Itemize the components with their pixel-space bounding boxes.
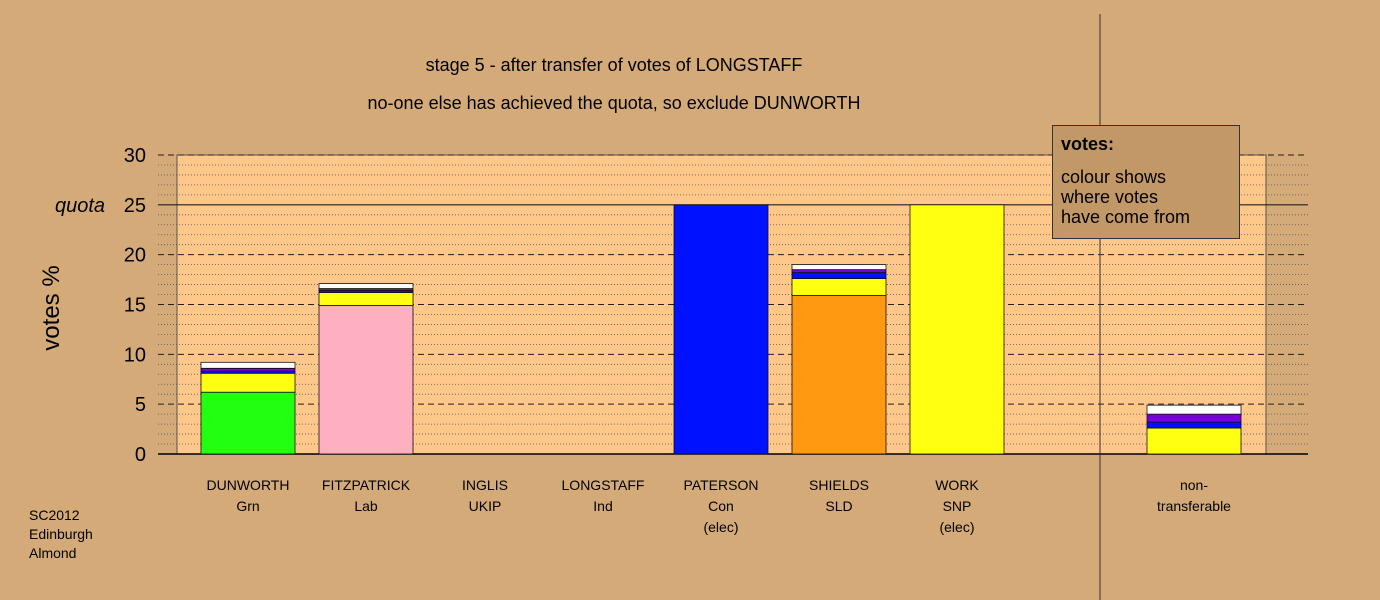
bar-segment-grn	[200, 391, 296, 455]
bar-segment-ind	[318, 283, 414, 289]
x-tick-label: non-	[1180, 477, 1208, 493]
credit-line: Almond	[29, 545, 77, 561]
x-tick-label: Ind	[593, 498, 612, 514]
y-tick-label: 25	[124, 195, 146, 217]
legend-heading: votes:	[1061, 134, 1115, 154]
bar-segment-snp	[791, 278, 887, 296]
bar-segment-con	[791, 272, 887, 279]
legend-line: where votes	[1061, 187, 1159, 207]
x-tick-label: transferable	[1157, 498, 1231, 514]
bar-segment-con	[1146, 421, 1242, 429]
chart-title: stage 5 - after transfer of votes of LON…	[425, 55, 803, 75]
x-tick-label: (elec)	[703, 519, 738, 535]
x-tick-label: (elec)	[939, 519, 974, 535]
x-tick-label: DUNWORTH	[207, 477, 290, 493]
x-tick-label: FITZPATRICK	[322, 477, 411, 493]
bar-segment-ukip	[200, 367, 296, 372]
bar-segment-sld	[791, 295, 887, 455]
bar-segment-ukip	[791, 269, 887, 274]
x-tick-label: Lab	[354, 498, 378, 514]
x-tick-label: Con	[708, 498, 734, 514]
credit-block: SC2012 Edinburgh Almond	[29, 506, 93, 563]
bar-segment-snp	[318, 292, 414, 306]
x-tick-label: LONGSTAFF	[562, 477, 645, 493]
x-tick-label: SLD	[825, 498, 852, 514]
x-tick-label: WORK	[935, 477, 979, 493]
x-tick-label: PATERSON	[684, 477, 759, 493]
y-tick-label: 30	[124, 145, 146, 167]
bar-segment-snp	[909, 204, 1005, 455]
bar-segment-ind	[791, 264, 887, 271]
credit-line: Edinburgh	[29, 526, 93, 542]
bar-segment-lab	[318, 305, 414, 455]
bar-segment-ind	[200, 361, 296, 369]
bar-segment-snp	[1146, 427, 1242, 455]
legend-line: have come from	[1061, 207, 1191, 227]
bar-segment-snp	[200, 372, 296, 393]
credit-line: SC2012	[29, 507, 80, 523]
bar-segment-ind	[1146, 404, 1242, 415]
legend-box: votes: colour shows where votes have com…	[1052, 125, 1240, 239]
y-tick-label: 15	[124, 295, 146, 317]
y-tick-label: 20	[124, 245, 146, 267]
chart-subtitle: no-one else has achieved the quota, so e…	[367, 93, 861, 113]
x-tick-label: SNP	[943, 498, 972, 514]
bar-segment-con	[673, 204, 769, 455]
x-tick-label: UKIP	[469, 498, 502, 514]
x-tick-label: Grn	[236, 498, 259, 514]
y-tick-label: 5	[135, 394, 146, 416]
x-tick-label: INGLIS	[462, 477, 508, 493]
quota-label: quota	[55, 195, 105, 217]
y-tick-label: 10	[124, 344, 146, 366]
y-axis-label: votes %	[38, 265, 65, 351]
x-tick-label: SHIELDS	[809, 477, 869, 493]
legend-line: colour shows	[1061, 167, 1167, 187]
y-tick-label: 0	[135, 444, 146, 466]
bar-segment-ukip	[1146, 413, 1242, 423]
